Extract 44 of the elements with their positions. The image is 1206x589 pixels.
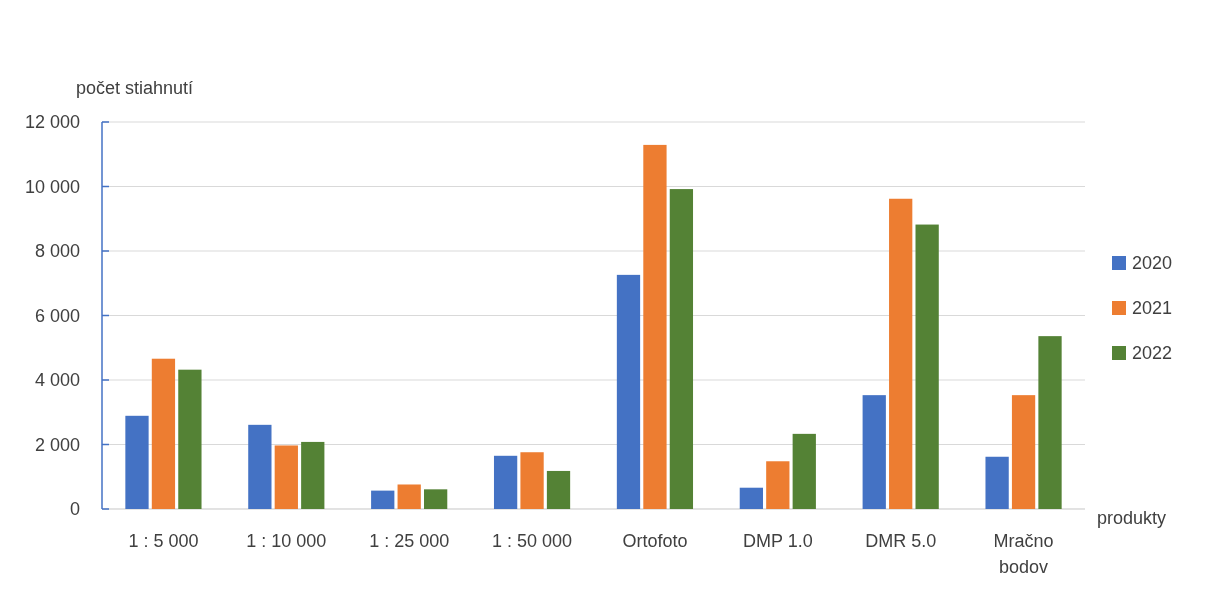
bar <box>616 274 641 509</box>
bar <box>669 189 694 509</box>
legend-label: 2020 <box>1132 253 1173 274</box>
bar <box>643 144 667 509</box>
bar <box>301 441 325 509</box>
x-tick-label: 1 : 25 000 <box>369 531 450 551</box>
x-tick-label: 1 : 10 000 <box>246 531 327 551</box>
y-tick-label: 10 000 <box>24 176 80 197</box>
x-tick-label: DMR 5.0 <box>865 531 937 551</box>
bar <box>739 487 763 509</box>
x-axis-title: produkty <box>1097 508 1167 528</box>
x-tick-label: Mračno bodov <box>993 531 1054 577</box>
y-tick-label: 0 <box>69 499 80 520</box>
bar <box>889 198 913 509</box>
y-tick-label: 12 000 <box>24 112 80 133</box>
bar <box>424 489 448 509</box>
bar <box>371 490 395 509</box>
x-tick-label: DMP 1.0 <box>742 531 813 551</box>
bar <box>915 224 939 509</box>
y-tick-label: 4 000 <box>34 370 80 391</box>
bar <box>1011 395 1036 509</box>
bar <box>125 415 149 509</box>
bar <box>274 445 298 509</box>
x-tick-label: 1 : 5 000 <box>128 531 199 551</box>
bar <box>248 424 272 509</box>
y-tick-label: 2 000 <box>34 434 80 455</box>
bar <box>151 358 176 509</box>
bar <box>397 484 421 509</box>
bar <box>520 452 544 509</box>
bar <box>792 433 816 509</box>
bar <box>178 369 202 509</box>
y-tick-label: 8 000 <box>34 241 80 262</box>
x-tick-label: Ortofoto <box>622 531 688 551</box>
bar <box>862 395 886 509</box>
bar <box>1038 336 1062 509</box>
bar <box>766 461 790 509</box>
legend-label: 2022 <box>1132 343 1173 364</box>
bar <box>546 470 571 509</box>
y-axis-title: počet stiahnutí <box>76 78 194 98</box>
y-tick-label: 6 000 <box>34 305 80 326</box>
bar <box>985 456 1009 509</box>
legend-label: 2021 <box>1132 298 1173 319</box>
bar <box>493 455 518 509</box>
x-tick-label: 1 : 50 000 <box>492 531 573 551</box>
